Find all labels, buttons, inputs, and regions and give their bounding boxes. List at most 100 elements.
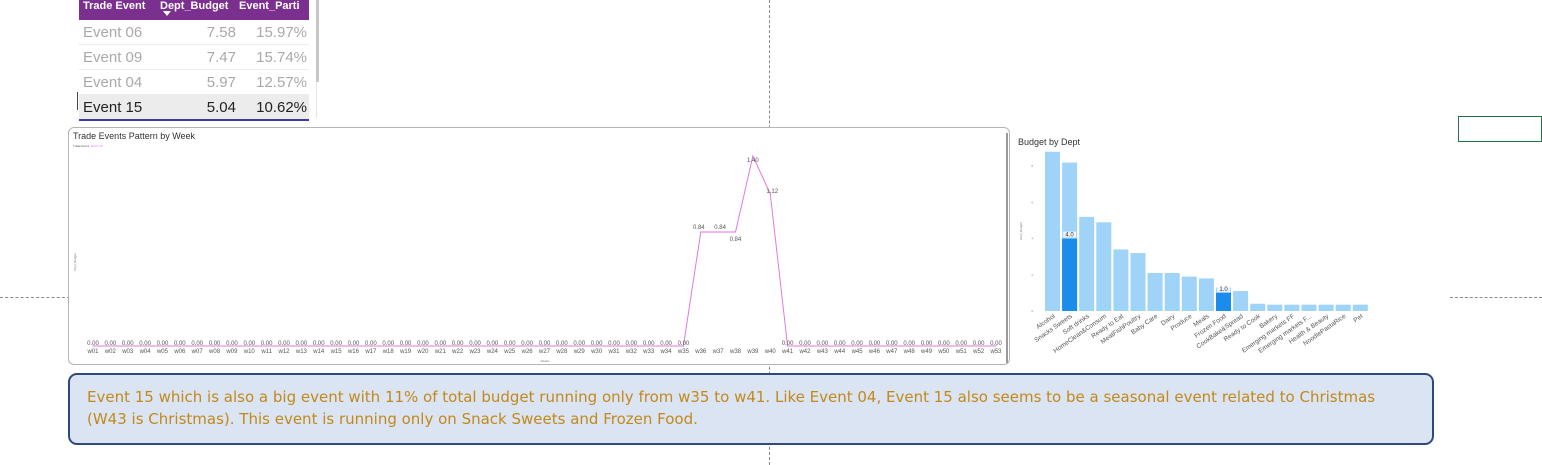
data-point [769,193,771,195]
cell-pct: 15.74% [256,49,307,66]
x-tick-label: w08 [208,349,221,355]
x-tick-label: w10 [243,349,256,355]
x-tick-label: w14 [312,349,325,355]
data-label: 0.00 [643,341,655,347]
x-tick-label: w21 [434,349,447,355]
x-tick-label: w16 [347,349,360,355]
data-label: 0.00 [226,341,238,347]
data-point [370,345,372,347]
x-tick-label: w22 [451,349,464,355]
column-header-event-parti[interactable]: Event_Parti [239,0,300,12]
sort-descending-icon[interactable] [163,11,171,16]
data-point [717,231,719,233]
table-row[interactable]: Event 06 7.58 15.97% [79,20,309,45]
cell-event: Event 09 [83,49,143,66]
data-label: 0.00 [382,341,394,347]
data-point [648,345,650,347]
x-tick-label: w49 [920,349,933,355]
data-label: 0.00 [834,341,846,347]
x-tick-label: w48 [903,349,916,355]
data-point [630,345,632,347]
data-point [352,345,355,347]
data-label: 0.84 [714,225,726,231]
data-label: 0.00 [87,341,99,347]
x-tick-label: w46 [868,349,881,355]
table-row[interactable]: Event 04 5.97 12.57% [79,70,309,95]
column-header-dept-budget[interactable]: Dept_Budget [160,0,229,12]
data-point [422,345,424,347]
data-point [509,345,511,347]
data-point [578,345,580,347]
data-point [856,345,858,347]
table-row-selected[interactable]: Event 15 5.04 10.62% [79,95,309,121]
y-axis-label: Dept_Budget [1019,222,1023,240]
data-point [387,345,389,347]
data-point [734,231,737,233]
cell-budget: 5.97 [206,74,236,91]
data-point [804,345,806,347]
data-label: 0.00 [243,341,255,347]
bar-14 [1284,304,1300,311]
bar-11 [1233,291,1249,311]
x-tick-label: w28 [555,349,568,355]
legend-item-event-15[interactable]: Event 15 [91,144,103,148]
data-point [700,231,702,233]
selected-cell-outline[interactable] [1458,116,1542,142]
horizontal-guide-line-right [1450,297,1542,298]
data-point [266,345,268,347]
data-label: 0.00 [191,341,203,347]
data-label: 1.40 [747,158,759,164]
data-point [335,345,337,347]
line-chart-panel[interactable] [68,127,1010,365]
data-label-bg [1063,231,1077,238]
x-tick-label: w31 [607,349,620,355]
data-label: 0.00 [278,341,290,347]
cell-budget: 7.47 [206,49,236,66]
x-tick-label: w19 [399,349,412,355]
data-point [978,345,980,347]
data-point [613,345,615,347]
bar-7 [1164,272,1180,311]
y-tick-label: 4 [1031,237,1033,241]
data-label: 0.00 [400,341,412,347]
bar-4 [1113,249,1129,311]
table-row[interactable]: Event 09 7.47 15.74% [79,45,309,70]
x-tick-label: w01 [86,349,99,355]
data-label: 0.00 [955,341,967,347]
panel-divider [1006,133,1008,363]
data-label: 0.00 [139,341,151,347]
data-point [787,345,789,347]
x-tick-label: w39 [746,349,759,355]
data-label: 0.00 [625,341,637,347]
data-label: 0.00 [174,341,186,347]
x-tick-label: w26 [521,349,534,355]
table-scrollbar[interactable] [316,0,319,82]
x-tick-label: w04 [139,349,152,355]
data-label: 0.00 [157,341,169,347]
bar-6 [1147,272,1163,311]
data-label: 0.00 [348,341,360,347]
data-point [908,345,910,347]
bar-chart-title: Budget by Dept [1018,137,1081,147]
data-label: 0.00 [660,341,672,347]
bar-18 [1352,304,1368,311]
x-tick-label: w53 [989,349,1002,355]
x-tick-label: w07 [191,349,204,355]
data-point [92,345,94,347]
column-header-trade-event[interactable]: Trade Event [83,0,146,12]
x-tick-label: w41 [781,349,794,355]
data-point [561,345,563,347]
data-point [474,345,476,347]
y-tick-label: 2 [1031,273,1033,277]
data-label: 0.00 [886,341,898,347]
data-label: 0.84 [693,225,705,231]
data-point [196,345,198,347]
data-point [144,345,146,347]
trade-event-table[interactable]: Trade Event Dept_Budget Event_Parti Even… [79,0,309,121]
data-label: 0.00 [261,341,273,347]
x-tick-label: w24 [486,349,499,355]
data-label: 0.00 [556,341,568,347]
x-tick-label: w02 [104,349,117,355]
